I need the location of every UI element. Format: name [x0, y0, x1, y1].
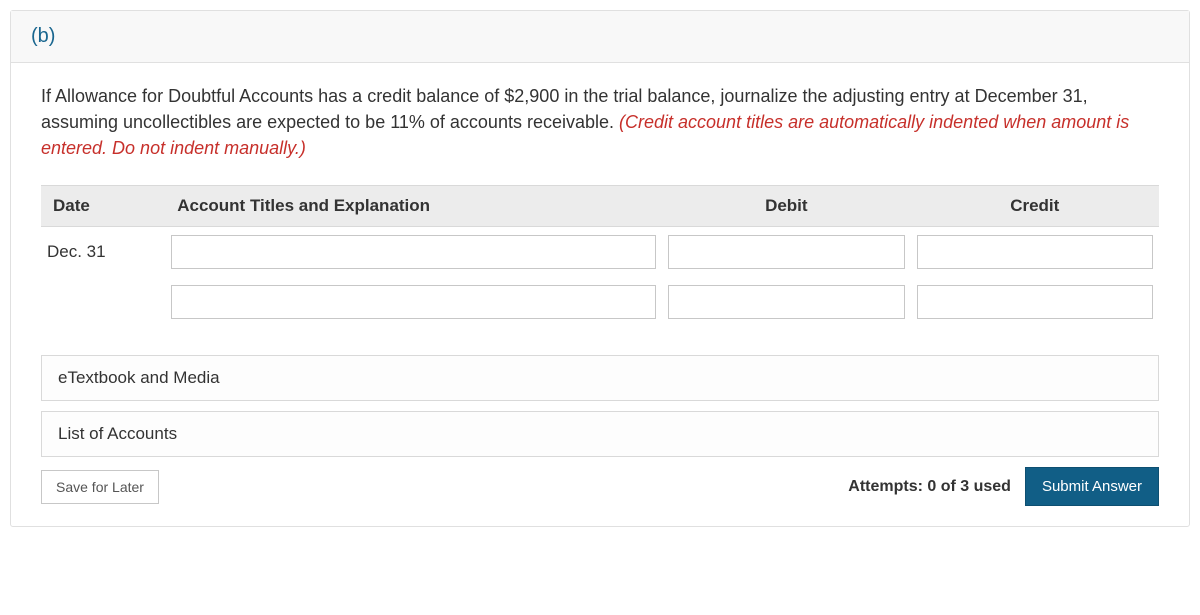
account-input[interactable] — [171, 235, 656, 269]
debit-input[interactable] — [668, 285, 904, 319]
submit-answer-button[interactable]: Submit Answer — [1025, 467, 1159, 506]
part-label: (b) — [11, 11, 1189, 63]
question-text: If Allowance for Doubtful Accounts has a… — [41, 83, 1159, 161]
col-header-debit: Debit — [662, 185, 910, 227]
journal-table: Date Account Titles and Explanation Debi… — [41, 185, 1159, 327]
question-card: (b) If Allowance for Doubtful Accounts h… — [10, 10, 1190, 527]
table-row — [41, 277, 1159, 327]
credit-input[interactable] — [917, 235, 1153, 269]
footer-right: Attempts: 0 of 3 used Submit Answer — [848, 467, 1159, 506]
account-input[interactable] — [171, 285, 656, 319]
date-cell — [41, 277, 165, 327]
attempts-text: Attempts: 0 of 3 used — [848, 478, 1011, 496]
col-header-date: Date — [41, 185, 165, 227]
footer-row: Save for Later Attempts: 0 of 3 used Sub… — [41, 467, 1159, 506]
list-of-accounts-button[interactable]: List of Accounts — [41, 411, 1159, 457]
col-header-account: Account Titles and Explanation — [165, 185, 662, 227]
etextbook-button[interactable]: eTextbook and Media — [41, 355, 1159, 401]
col-header-credit: Credit — [911, 185, 1159, 227]
date-cell: Dec. 31 — [41, 227, 165, 277]
card-body: If Allowance for Doubtful Accounts has a… — [11, 63, 1189, 526]
debit-input[interactable] — [668, 235, 904, 269]
resource-links: eTextbook and Media List of Accounts — [41, 355, 1159, 457]
table-row: Dec. 31 — [41, 227, 1159, 277]
save-for-later-button[interactable]: Save for Later — [41, 470, 159, 504]
credit-input[interactable] — [917, 285, 1153, 319]
